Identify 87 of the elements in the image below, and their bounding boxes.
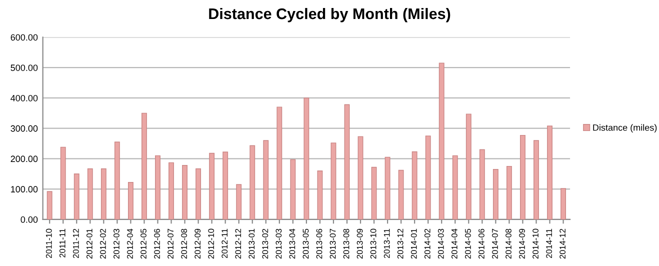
bar (142, 112, 147, 220)
x-tick-label: 2014-09 (519, 228, 525, 259)
x-tick-label: 2012-07 (168, 228, 174, 259)
x-tick-label: 2011-10 (46, 228, 52, 258)
x-tick-label: 2014-10 (532, 228, 538, 259)
x-tick-label: 2014-11 (546, 228, 552, 258)
x-tick-label: 2012-05 (140, 228, 146, 259)
x-tick-label: 2013-10 (370, 228, 376, 259)
x-tick-label: 2014-03 (438, 228, 444, 259)
bar (236, 184, 242, 220)
x-tick-label: 2014-04 (451, 228, 458, 259)
legend-label: Distance (miles) (593, 124, 657, 133)
bar (46, 191, 52, 220)
y-tick-label: 300.00 (10, 125, 38, 132)
bar (222, 152, 228, 220)
bar (250, 145, 256, 220)
bar (74, 174, 80, 220)
bar (425, 136, 431, 220)
y-tick-label: 0.00 (20, 216, 38, 223)
bar (100, 168, 106, 220)
bar (168, 162, 174, 220)
x-tick-label: 2013-03 (276, 228, 282, 259)
x-tick-label: 2012-02 (100, 228, 106, 259)
bar (114, 142, 120, 220)
x-tick-label: 2012-11 (222, 228, 228, 258)
y-tick-label: 500.00 (10, 64, 38, 71)
bar (492, 168, 498, 220)
bar (398, 170, 404, 220)
x-tick-label: 2013-05 (302, 228, 309, 259)
x-tick-label: 2013-09 (356, 228, 363, 259)
x-tick-label: 2014-12 (560, 228, 566, 259)
bar (506, 166, 512, 220)
x-tick-label: 2011-12 (72, 228, 79, 258)
bar (263, 140, 269, 220)
x-tick-label: 2012-10 (208, 228, 214, 259)
bar (209, 152, 215, 220)
bar (276, 106, 282, 220)
x-tick-label: 2014-06 (478, 228, 484, 259)
bar (182, 165, 188, 220)
x-tick-label: 2014-02 (424, 228, 430, 259)
bar (371, 166, 377, 220)
x-tick-label: 2013-12 (397, 228, 404, 259)
bar (466, 114, 472, 220)
bar (412, 151, 418, 220)
y-tick-label: 100.00 (11, 186, 38, 192)
y-tick-label: 400.00 (10, 94, 38, 102)
x-tick-label: 2012-12 (235, 228, 242, 259)
bar (452, 155, 458, 220)
chart-title: Distance Cycled by Month (Miles) (209, 8, 450, 22)
x-tick-label: 2011-11 (59, 228, 66, 258)
x-tick-label: 2013-04 (289, 228, 296, 259)
bar (547, 126, 552, 220)
bar (560, 188, 566, 220)
x-tick-label: 2014-08 (506, 228, 512, 259)
x-tick-label: 2013-07 (330, 228, 336, 259)
bar (128, 182, 134, 220)
x-tick-label: 2012-01 (86, 228, 92, 259)
bar (344, 104, 350, 220)
bar (534, 140, 539, 220)
y-tick-label: 200.00 (10, 156, 38, 162)
bar (304, 98, 310, 220)
bar (358, 136, 364, 220)
x-tick-label: 2012-03 (114, 228, 120, 259)
x-tick-label: 2012-09 (194, 228, 201, 259)
bar (60, 146, 66, 220)
x-tick-label: 2012-08 (181, 228, 188, 259)
x-tick-label: 2013-08 (343, 228, 350, 259)
x-tick-label: 2013-11 (384, 228, 390, 258)
x-tick-label: 2013-06 (316, 228, 322, 259)
bar (438, 62, 444, 220)
bar (520, 134, 526, 220)
x-tick-label: 2014-07 (492, 228, 498, 259)
bar (330, 142, 336, 220)
bar (196, 168, 202, 220)
x-tick-label: 2013-01 (248, 228, 255, 259)
bar (155, 155, 160, 220)
bar (479, 149, 485, 220)
x-tick-label: 2014-05 (464, 228, 471, 259)
x-tick-label: 2014-01 (410, 228, 417, 259)
x-tick-label: 2013-02 (262, 228, 268, 259)
bar (290, 159, 296, 220)
bar (384, 156, 390, 220)
y-tick-label: 600.00 (10, 34, 38, 41)
x-tick-label: 2012-06 (154, 228, 160, 259)
bar (87, 168, 93, 220)
x-tick-label: 2012-04 (127, 228, 133, 259)
bar (317, 170, 323, 220)
